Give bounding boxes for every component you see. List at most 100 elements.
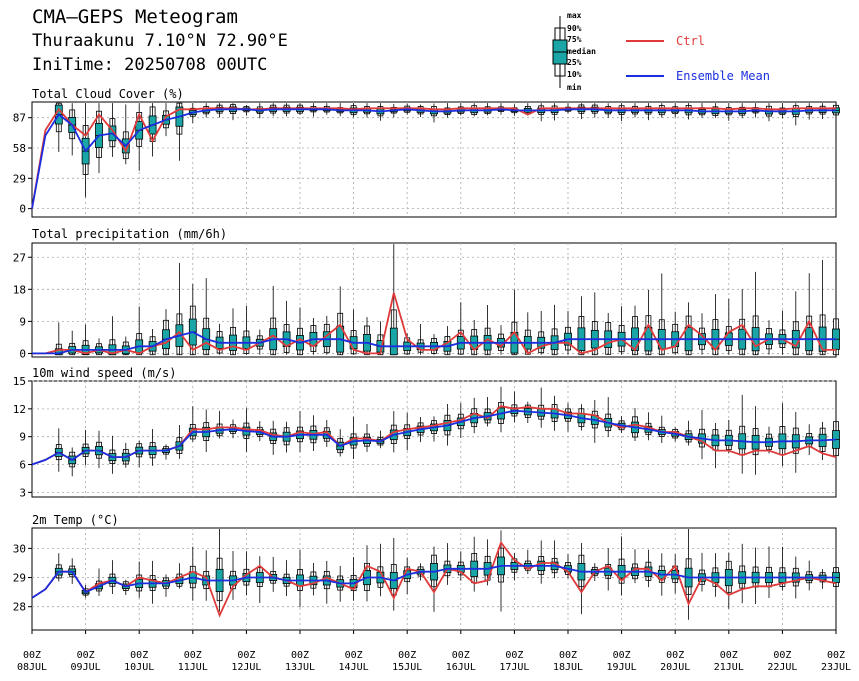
x-tick-time-label: 00Z <box>23 650 41 661</box>
box-plot <box>523 549 532 575</box>
box-plot <box>430 416 438 442</box>
box-plot <box>54 553 63 582</box>
box-plot <box>617 306 626 355</box>
box-plot <box>430 103 438 123</box>
box-plot <box>456 302 465 355</box>
box-plot <box>483 103 492 116</box>
box-plot <box>805 273 814 356</box>
box-plot <box>818 259 827 356</box>
box-plot <box>765 426 773 454</box>
box-plot <box>108 435 117 474</box>
box-plot <box>296 307 304 356</box>
box-plot <box>81 430 90 466</box>
box-plot <box>738 394 747 474</box>
box-plot <box>349 309 358 355</box>
x-tick-date-label: 13JUL <box>285 662 315 673</box>
x-tick-time-label: 00Z <box>773 650 791 661</box>
box-plot <box>657 415 666 444</box>
x-tick-date-label: 22JUL <box>767 662 797 673</box>
y-tick-label: 9 <box>19 431 26 444</box>
box-plot <box>148 103 157 157</box>
legend-box-label: 90% <box>567 24 582 33</box>
box-plot <box>644 289 653 356</box>
box-plot <box>162 309 170 356</box>
box-plot <box>832 559 840 602</box>
box-plot <box>95 430 103 469</box>
box-plot <box>148 329 157 356</box>
box-plot <box>550 540 559 579</box>
box-plot <box>832 282 840 356</box>
box-plot <box>282 560 291 596</box>
x-tick-time-label: 00Z <box>613 650 631 661</box>
panel-4: 28 29 30 2m Temp (°C) <box>13 513 840 631</box>
legend-box-label: max <box>567 11 582 20</box>
box-plot <box>805 560 814 591</box>
box-plot <box>711 553 720 597</box>
box-plot <box>724 552 733 609</box>
x-tick-time-label: 00Z <box>184 650 202 661</box>
init-time-label: IniTime: 20250708 00UTC <box>32 55 268 75</box>
y-tick-label: 12 <box>13 403 26 416</box>
box-plot <box>108 316 117 356</box>
legend-box-icon <box>552 16 568 88</box>
y-tick-label: 0 <box>19 203 26 216</box>
y-tick-label: 3 <box>19 486 26 499</box>
box-plot <box>215 529 224 612</box>
x-tick-date-label: 14JUL <box>339 662 369 673</box>
box-plot <box>698 552 706 592</box>
box-plot <box>644 103 653 121</box>
box-plot <box>791 103 800 126</box>
legend-box-label: median <box>567 46 596 56</box>
box-plot <box>738 289 747 356</box>
x-tick-date-label: 21JUL <box>714 662 744 673</box>
box-plot <box>229 103 237 121</box>
x-tick-time-label: 00Z <box>666 650 684 661</box>
box-plot <box>135 440 144 468</box>
box-plot <box>631 549 639 584</box>
box-plot <box>577 542 586 615</box>
box-plot <box>832 103 840 122</box>
panel-title: 10m wind speed (m/s) <box>32 366 177 380</box>
x-tick-date-label: 08JUL <box>17 662 47 673</box>
box-plot <box>255 556 264 603</box>
box-plot <box>684 420 693 446</box>
y-tick-label: 58 <box>13 142 26 155</box>
x-tick-time-label: 00Z <box>398 650 416 661</box>
box-plot <box>309 317 318 355</box>
box-plot <box>389 244 398 356</box>
box-plot <box>510 391 519 423</box>
box-plot <box>175 263 184 356</box>
box-plot <box>309 563 318 596</box>
x-tick-time-label: 00Z <box>559 650 577 661</box>
x-tick-date-label: 18JUL <box>553 662 583 673</box>
box-plot <box>497 386 505 433</box>
box-plot <box>617 536 626 596</box>
ensemble-mean-series-line <box>31 108 836 209</box>
panel-2: 0 9 18 27 Total precipitation (mm/6h) <box>13 227 840 360</box>
x-tick-date-label: 12JUL <box>231 662 261 673</box>
box-plot <box>537 103 546 122</box>
box-plot <box>684 529 693 620</box>
y-tick-label: 87 <box>13 112 26 125</box>
box-plot <box>724 298 733 355</box>
x-tick-time-label: 00Z <box>291 650 309 661</box>
box-plot <box>175 102 184 161</box>
box-plot <box>121 579 130 596</box>
ctrl-series-line <box>32 292 836 355</box>
x-tick-time-label: 00Z <box>720 650 738 661</box>
box-plot <box>604 397 613 437</box>
box-plot <box>564 402 572 432</box>
x-tick-date-label: 09JUL <box>71 662 101 673</box>
box-plot <box>121 104 130 165</box>
station-label: Thuraakunu 7.10°N 72.90°E <box>32 31 288 51</box>
box-plot <box>242 305 251 355</box>
box-plot <box>604 312 613 355</box>
chart-title: CMA—GEPS Meteogram <box>32 6 238 28</box>
legend-box-label: 10% <box>567 70 582 79</box>
ensemble-mean-series-line <box>32 331 836 355</box>
box-plot <box>148 429 157 466</box>
panel-3: 3 6 9 12 15 10m wind speed (m/s) <box>13 366 840 499</box>
x-tick-date-label: 16JUL <box>446 662 476 673</box>
x-tick-date-label: 10JUL <box>124 662 154 673</box>
